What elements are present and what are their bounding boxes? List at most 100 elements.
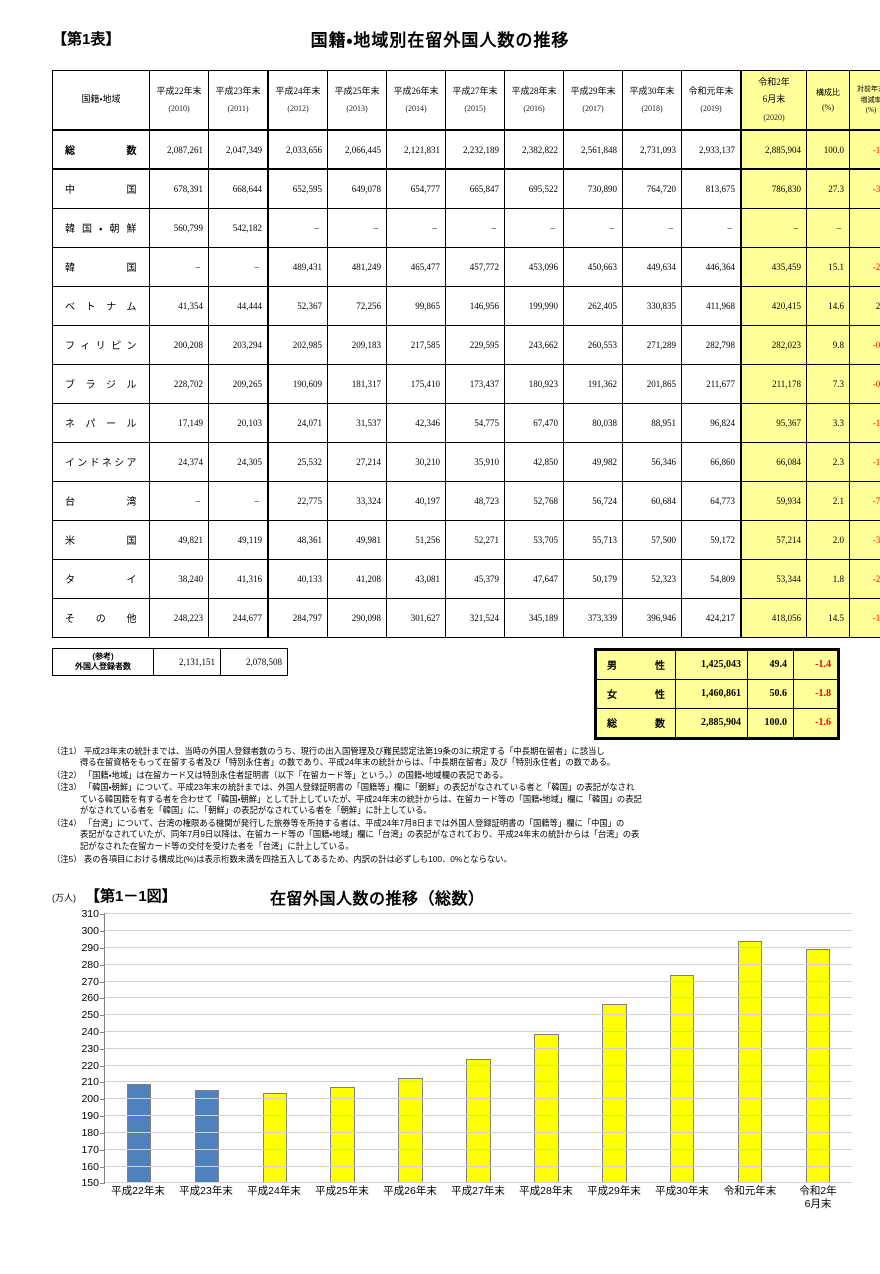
gender-label: 総 数 bbox=[597, 708, 676, 737]
cell-composition-ratio: 7.3 bbox=[807, 364, 850, 403]
col-header-era: 平成24年末 bbox=[275, 86, 320, 96]
cell-value: 57,500 bbox=[623, 520, 682, 559]
chart-y-tick-mark bbox=[100, 1167, 105, 1168]
cell-yoy-change-rate: -0.2 bbox=[850, 364, 880, 403]
cell-value: 290,098 bbox=[328, 598, 387, 637]
cell-value-2020: 57,214 bbox=[741, 520, 807, 559]
cell-value: 56,724 bbox=[564, 481, 623, 520]
figure-number-label: 【第1－1図】 bbox=[85, 885, 177, 906]
cell-value: 72,256 bbox=[328, 286, 387, 325]
cell-value: 199,990 bbox=[505, 286, 564, 325]
cell-value: – bbox=[564, 208, 623, 247]
cell-value: 42,346 bbox=[387, 403, 446, 442]
col-header-2014: 平成26年末 (2014) bbox=[387, 71, 446, 131]
cell-value: 652,595 bbox=[268, 169, 328, 208]
footnote-item: （注5） 表の各項目における構成比(%)は表示桁数未満を四捨五入してあるため、内… bbox=[52, 854, 840, 866]
page-title: 国籍・地域別在留外国人数の推移 bbox=[0, 26, 880, 51]
cell-value: 481,249 bbox=[328, 247, 387, 286]
footnote-item: （注3） 「韓国・朝鮮」について、平成23年末の統計までは、外国人登録証明書の「… bbox=[52, 782, 840, 817]
cell-value: 41,316 bbox=[209, 559, 269, 598]
row-label-nationality: 米 国 bbox=[53, 520, 150, 559]
cell-value: 173,437 bbox=[446, 364, 505, 403]
col-header-year: (2012) bbox=[287, 104, 308, 113]
cell-value: 59,172 bbox=[682, 520, 742, 559]
footnotes: （注1） 平成23年末の統計までは、当時の外国人登録者数のうち、現行の出入国管理… bbox=[0, 740, 880, 866]
cell-value: 217,585 bbox=[387, 325, 446, 364]
row-label-nationality: タ イ bbox=[53, 559, 150, 598]
gender-count: 1,460,861 bbox=[676, 679, 748, 708]
cell-value: 2,066,445 bbox=[328, 130, 387, 169]
cell-yoy-change-rate: -0.3 bbox=[850, 325, 880, 364]
cell-value: 2,121,831 bbox=[387, 130, 446, 169]
gender-count: 1,425,043 bbox=[676, 650, 748, 679]
cell-value: 668,644 bbox=[209, 169, 269, 208]
cell-value: 457,772 bbox=[446, 247, 505, 286]
row-label-nationality: 中 国 bbox=[53, 169, 150, 208]
footnote-marker: （注3） bbox=[52, 782, 82, 792]
registered-foreigners-reference-table: (参考) 外国人登録者数 2,131,151 2,078,508 bbox=[52, 648, 288, 676]
cell-value: 190,609 bbox=[268, 364, 328, 403]
row-label-nationality: 韓 国 bbox=[53, 247, 150, 286]
cell-value-2020: 95,367 bbox=[741, 403, 807, 442]
chart-x-tick-label: 平成23年末 bbox=[172, 1185, 240, 1211]
cell-value: 330,835 bbox=[623, 286, 682, 325]
chart-gridline: 300 bbox=[105, 930, 852, 931]
cell-value: 2,087,261 bbox=[150, 130, 209, 169]
cell-yoy-change-rate: -3.3 bbox=[850, 520, 880, 559]
chart-gridline: 200 bbox=[105, 1098, 852, 1099]
col-header-era: 平成26年末 bbox=[393, 86, 438, 96]
cell-yoy-change-rate: -1.6 bbox=[850, 130, 880, 169]
cell-value-2020: 420,415 bbox=[741, 286, 807, 325]
cell-value: 175,410 bbox=[387, 364, 446, 403]
col-header-year: (2014) bbox=[405, 104, 426, 113]
cell-value: 2,033,656 bbox=[268, 130, 328, 169]
col-header-era: 平成25年末 bbox=[334, 86, 379, 96]
col-header-year: (2013) bbox=[346, 104, 367, 113]
cell-value: – bbox=[505, 208, 564, 247]
chart-bar bbox=[738, 941, 762, 1182]
chart-y-tick-mark bbox=[100, 1150, 105, 1151]
chart-y-tick-mark bbox=[100, 1015, 105, 1016]
gender-count: 2,885,904 bbox=[676, 708, 748, 737]
cell-value: 48,361 bbox=[268, 520, 328, 559]
chart-bar bbox=[806, 949, 830, 1182]
cell-value-2020: 59,934 bbox=[741, 481, 807, 520]
chart-bar bbox=[330, 1087, 354, 1182]
chart-gridline: 210 bbox=[105, 1081, 852, 1082]
cell-value: 24,071 bbox=[268, 403, 328, 442]
reference-value-2011: 2,078,508 bbox=[221, 648, 288, 675]
col-header-composition-ratio: 構成比(%) bbox=[807, 71, 850, 131]
figure-header: (万人) 【第1－1図】 在留外国人数の推移（総数） bbox=[0, 879, 880, 913]
chart-bar bbox=[466, 1059, 490, 1182]
cell-value-2020: 282,023 bbox=[741, 325, 807, 364]
col-header-era: 令和元年末 bbox=[688, 86, 733, 96]
cell-value: 54,775 bbox=[446, 403, 505, 442]
cell-value-2020: 435,459 bbox=[741, 247, 807, 286]
cell-value: 47,647 bbox=[505, 559, 564, 598]
cell-value: 43,081 bbox=[387, 559, 446, 598]
row-label-nationality: そ の 他 bbox=[53, 598, 150, 637]
cell-value: 211,677 bbox=[682, 364, 742, 403]
cell-value: 42,850 bbox=[505, 442, 564, 481]
col-header-era: 平成27年末 bbox=[452, 86, 497, 96]
cell-value-2020: 66,084 bbox=[741, 442, 807, 481]
row-label-nationality: ベトナム bbox=[53, 286, 150, 325]
col-header-era: 平成28年末 bbox=[511, 86, 556, 96]
cell-composition-ratio: 100.0 bbox=[807, 130, 850, 169]
col-header-2011: 平成23年末(2011) bbox=[209, 71, 269, 131]
footnote-item: （注1） 平成23年末の統計までは、当時の外国人登録者数のうち、現行の出入国管理… bbox=[52, 746, 840, 770]
cell-composition-ratio: 1.8 bbox=[807, 559, 850, 598]
chart-bar bbox=[534, 1034, 558, 1182]
cell-value: 200,208 bbox=[150, 325, 209, 364]
cell-value: 22,775 bbox=[268, 481, 328, 520]
cell-value: 730,890 bbox=[564, 169, 623, 208]
footnote-line: がなされている者を「韓国」に、「朝鮮」の表記がなされている者を「朝鮮」に計上して… bbox=[52, 805, 840, 817]
